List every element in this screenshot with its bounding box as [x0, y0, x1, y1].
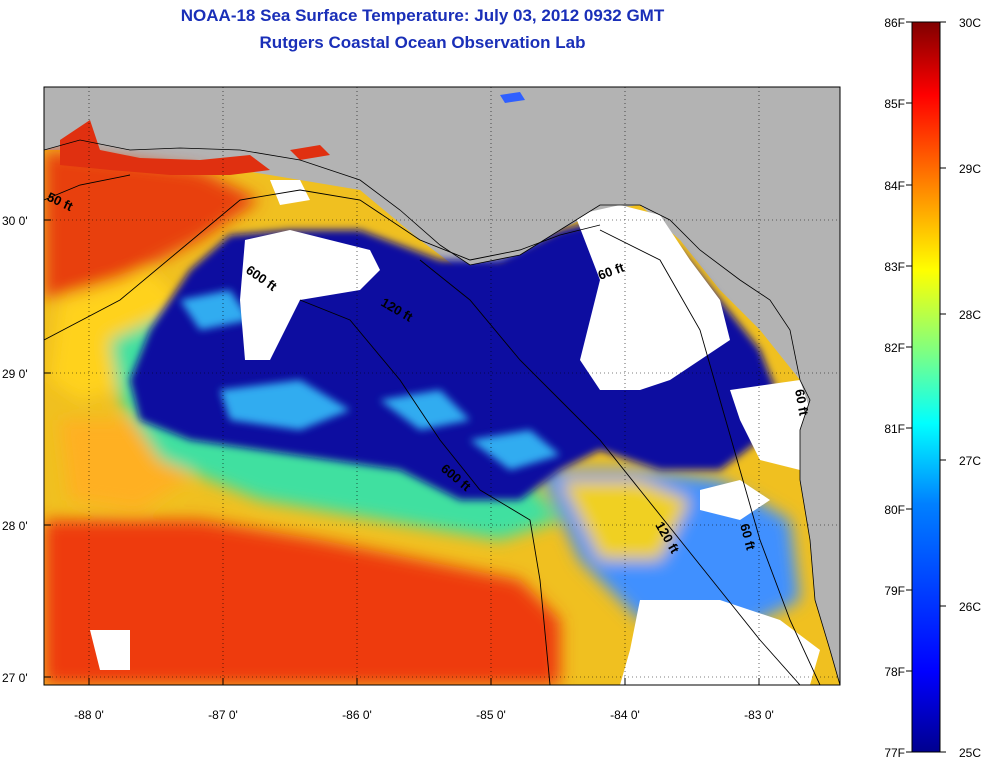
x-tick-label: -84 0': [610, 708, 640, 722]
chart-subtitle: Rutgers Coastal Ocean Observation Lab: [259, 33, 586, 52]
x-tick-label: -87 0': [208, 708, 238, 722]
colorbar-label-c: 28C: [959, 308, 981, 322]
contour-label: 60 ft: [737, 522, 759, 552]
map-area: 50 ft 600 ft 120 ft 60 ft 600 ft 120 ft …: [44, 87, 840, 685]
x-tick-label: -88 0': [74, 708, 104, 722]
colorbar-label-f: 81F: [884, 422, 905, 436]
colorbar-label-f: 80F: [884, 503, 905, 517]
chart-title: NOAA-18 Sea Surface Temperature: July 03…: [180, 6, 665, 25]
colorbar-label-f: 77F: [884, 746, 905, 760]
x-tick-label: -86 0': [342, 708, 372, 722]
x-tick-label: -85 0': [476, 708, 506, 722]
colorbar-label-f: 79F: [884, 584, 905, 598]
land-north: [44, 87, 840, 390]
y-tick-label: 28 0': [2, 519, 28, 533]
colorbar-label-f: 85F: [884, 97, 905, 111]
colorbar-label-c: 29C: [959, 162, 981, 176]
x-tick-label: -83 0': [744, 708, 774, 722]
y-tick-label: 27 0': [2, 671, 28, 685]
y-tick-label: 30 0': [2, 214, 28, 228]
colorbar-label-f: 84F: [884, 179, 905, 193]
colorbar-label-f: 83F: [884, 260, 905, 274]
colorbar-label-f: 78F: [884, 665, 905, 679]
y-tick-label: 29 0': [2, 367, 28, 381]
contour-label: 60 ft: [792, 388, 812, 418]
colorbar-label-c: 27C: [959, 454, 981, 468]
land-east: [800, 390, 840, 685]
colorbar-label-c: 25C: [959, 746, 981, 760]
colorbar-label-c: 30C: [959, 16, 981, 30]
cloud-cover: [90, 180, 820, 685]
colorbar: [911, 21, 941, 753]
colorbar-label-c: 26C: [959, 600, 981, 614]
colorbar-label-f: 86F: [884, 16, 905, 30]
graticule: [44, 87, 840, 685]
colorbar-label-f: 82F: [884, 341, 905, 355]
bathymetry-contours: [44, 174, 821, 685]
map-frame: [43, 86, 841, 686]
